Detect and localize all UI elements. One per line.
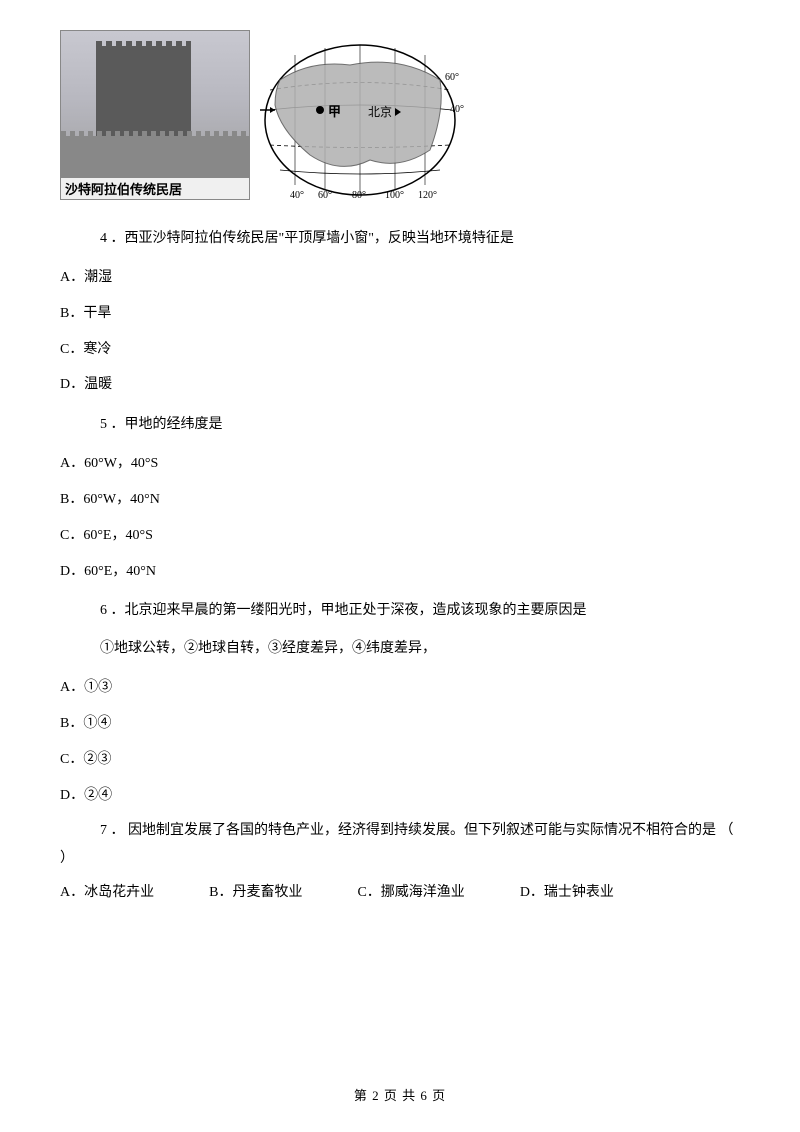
map-lon-100: 100° <box>385 190 404 200</box>
q5-option-d: D．60°E，40°N <box>60 557 740 588</box>
map-lon-120: 120° <box>418 190 437 200</box>
q4-option-b: B．干旱 <box>60 299 740 330</box>
q7-option-d: D．瑞士钟表业 <box>520 878 614 909</box>
map-svg: 甲 北京 40° 60° 80° 100° 120° 60° 40° <box>250 30 465 200</box>
page-footer: 第 2 页 共 6 页 <box>0 1085 800 1104</box>
q7-option-a: A．冰岛花卉业 <box>60 878 154 909</box>
dwelling-photo: 沙特阿拉伯传统民居 <box>60 30 250 200</box>
q4-option-c: C．寒冷 <box>60 335 740 366</box>
image-row: 沙特阿拉伯传统民居 甲 北京 40° 60° 80° 100° 120° <box>60 30 740 200</box>
q4-option-a: A．潮湿 <box>60 263 740 294</box>
map-lon-60: 60° <box>318 190 332 200</box>
q7-option-b: B．丹麦畜牧业 <box>209 878 302 909</box>
asia-map: 甲 北京 40° 60° 80° 100° 120° 60° 40° <box>250 30 465 200</box>
q7-text-1: 7 ． 因地制宜发展了各国的特色产业，经济得到持续发展。但下列叙述可能与实际情况… <box>100 817 740 845</box>
map-lat-40: 40° <box>450 104 464 115</box>
map-label-jia: 甲 <box>328 104 341 119</box>
q6-option-c: C．②③ <box>60 745 740 776</box>
q5-text: 5 ．甲地的经纬度是 <box>100 411 740 439</box>
q6-text: 6 ．北京迎来早晨的第一缕阳光时，甲地正处于深夜，造成该现象的主要原因是 <box>100 597 740 625</box>
photo-caption: 沙特阿拉伯传统民居 <box>61 178 249 199</box>
q7-option-c: C．挪威海洋渔业 <box>357 878 464 909</box>
q7-text-2: ） <box>60 845 740 873</box>
map-lon-40: 40° <box>290 190 304 200</box>
q7-options-row: A．冰岛花卉业 B．丹麦畜牧业 C．挪威海洋渔业 D．瑞士钟表业 <box>60 878 740 909</box>
q5-option-c: C．60°E，40°S <box>60 521 740 552</box>
q5-option-a: A．60°W，40°S <box>60 449 740 480</box>
q6-option-d: D．②④ <box>60 781 740 812</box>
q5-option-b: B．60°W，40°N <box>60 485 740 516</box>
wall-shape <box>61 136 249 181</box>
q4-option-d: D．温暖 <box>60 370 740 401</box>
q6-option-a: A．①③ <box>60 673 740 704</box>
q6-option-b: B．①④ <box>60 709 740 740</box>
map-lon-80: 80° <box>352 190 366 200</box>
q4-text: 4 ．西亚沙特阿拉伯传统民居"平顶厚墙小窗"，反映当地环境特征是 <box>100 225 740 253</box>
map-lat-60: 60° <box>445 72 459 83</box>
q6-sub: ①地球公转，②地球自转，③经度差异，④纬度差异， <box>100 635 740 663</box>
map-label-beijing: 北京 <box>368 105 392 119</box>
